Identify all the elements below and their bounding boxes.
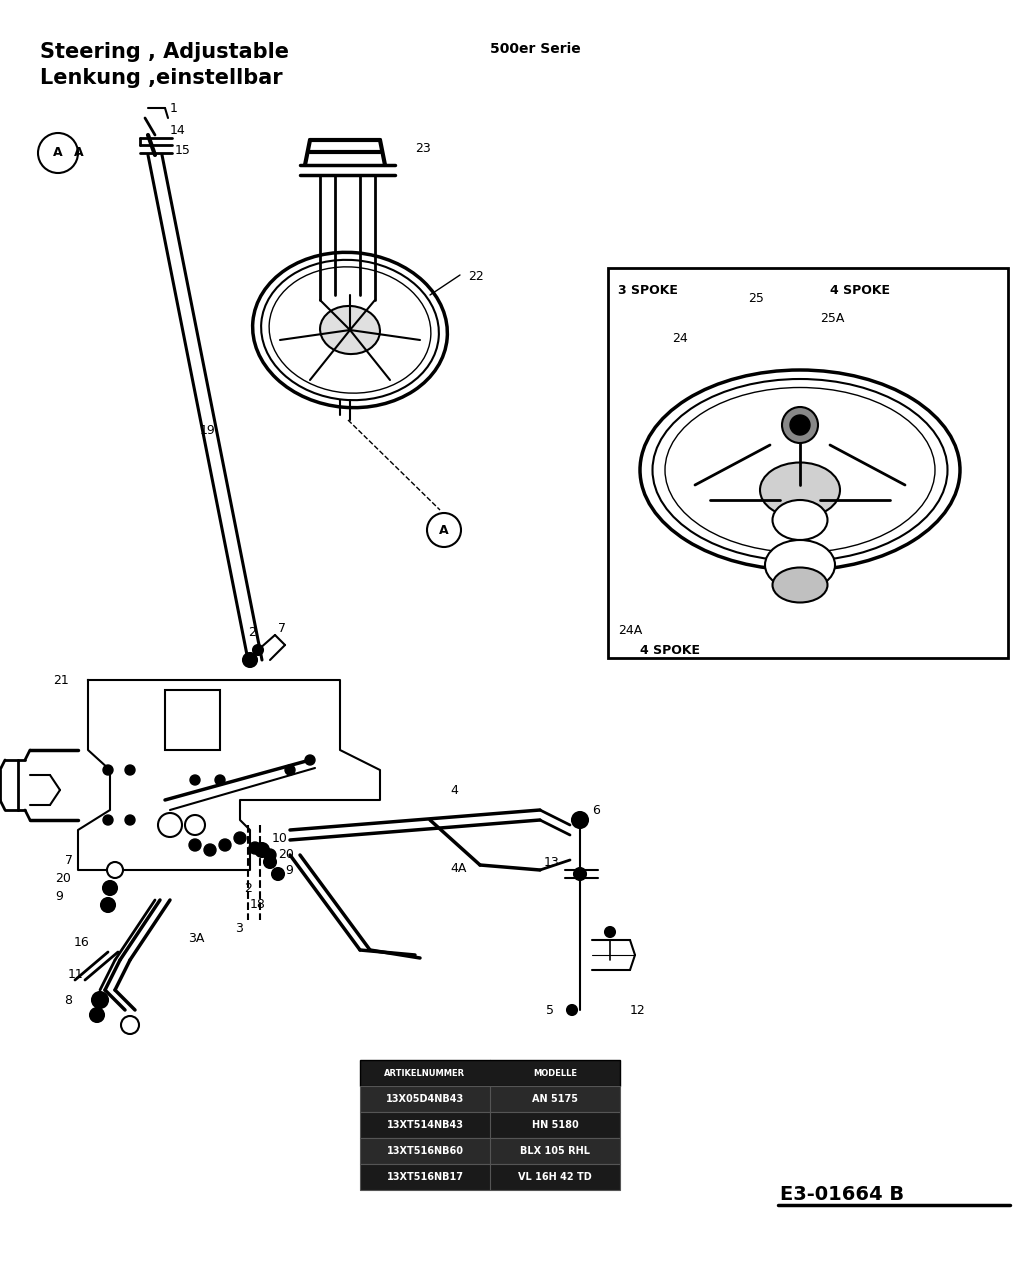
Circle shape (103, 765, 112, 775)
Text: 7: 7 (65, 853, 73, 866)
Bar (608, 269, 1008, 657)
Text: A: A (74, 147, 84, 160)
Circle shape (189, 839, 201, 851)
Text: 3A: 3A (188, 931, 204, 944)
Text: A: A (54, 147, 63, 160)
Text: 9: 9 (285, 863, 293, 876)
Circle shape (605, 927, 615, 938)
Text: 11: 11 (68, 968, 84, 981)
Text: A: A (440, 523, 449, 536)
Circle shape (90, 1008, 104, 1022)
Text: 4A: 4A (450, 862, 466, 875)
Circle shape (253, 645, 263, 655)
Circle shape (204, 844, 216, 856)
Text: 1: 1 (170, 101, 178, 115)
Text: VL 16H 42 TD: VL 16H 42 TD (518, 1172, 592, 1182)
Circle shape (427, 513, 461, 547)
Circle shape (791, 414, 810, 435)
Ellipse shape (765, 540, 835, 590)
Circle shape (103, 815, 112, 825)
Text: 15: 15 (175, 143, 191, 156)
Text: 10: 10 (272, 831, 288, 844)
Text: 12: 12 (630, 1004, 646, 1017)
Circle shape (572, 812, 588, 828)
Text: HN 5180: HN 5180 (531, 1120, 578, 1131)
Text: 16: 16 (74, 935, 90, 949)
Circle shape (219, 839, 231, 851)
Circle shape (125, 815, 135, 825)
Bar (360, 1164, 620, 1189)
Text: 20: 20 (278, 848, 294, 861)
Text: 4: 4 (450, 784, 458, 797)
Text: 3: 3 (235, 921, 243, 935)
Text: 5: 5 (546, 1004, 554, 1017)
Bar (165, 689, 220, 749)
Text: 9: 9 (55, 889, 63, 903)
Circle shape (285, 765, 295, 775)
Text: 20: 20 (55, 871, 71, 885)
Text: 2: 2 (244, 881, 252, 894)
Circle shape (782, 407, 818, 443)
Bar (360, 1138, 620, 1164)
Circle shape (249, 842, 261, 854)
Circle shape (103, 881, 117, 895)
Circle shape (264, 849, 276, 861)
Text: 500er Serie: 500er Serie (490, 42, 581, 56)
Text: 19: 19 (200, 423, 216, 436)
Text: 13X05D4NB43: 13X05D4NB43 (386, 1094, 464, 1104)
Circle shape (92, 993, 108, 1008)
Text: 23: 23 (415, 142, 430, 155)
Text: 18: 18 (250, 898, 266, 911)
Bar (360, 1060, 620, 1086)
Circle shape (234, 833, 246, 844)
Text: 24: 24 (672, 331, 687, 344)
Text: 4 SPOKE: 4 SPOKE (640, 643, 700, 656)
Bar (360, 1086, 620, 1111)
Text: 13XT516NB60: 13XT516NB60 (387, 1146, 463, 1156)
Circle shape (107, 862, 123, 877)
Circle shape (125, 765, 135, 775)
Text: Lenkung ,einstellbar: Lenkung ,einstellbar (40, 68, 283, 88)
Circle shape (38, 133, 78, 173)
Text: 24A: 24A (618, 623, 642, 637)
Text: 13XT514NB43: 13XT514NB43 (387, 1120, 463, 1131)
Ellipse shape (773, 568, 828, 602)
Circle shape (243, 654, 257, 668)
Text: 13: 13 (544, 856, 559, 868)
Text: 14: 14 (170, 124, 186, 137)
Text: AN 5175: AN 5175 (533, 1094, 578, 1104)
Text: 25: 25 (748, 292, 764, 304)
Circle shape (272, 868, 284, 880)
Text: E3-01664 B: E3-01664 B (780, 1186, 904, 1205)
Circle shape (255, 843, 269, 857)
Text: 21: 21 (53, 674, 69, 687)
Circle shape (215, 775, 225, 785)
Text: 4 SPOKE: 4 SPOKE (830, 284, 890, 297)
Circle shape (185, 815, 205, 835)
Text: 25A: 25A (820, 312, 844, 325)
Circle shape (567, 1005, 577, 1016)
Text: Steering , Adjustable: Steering , Adjustable (40, 42, 289, 61)
Text: ARTIKELNUMMER: ARTIKELNUMMER (385, 1068, 465, 1077)
Text: 13XT516NB17: 13XT516NB17 (387, 1172, 463, 1182)
Circle shape (305, 755, 315, 765)
Ellipse shape (760, 463, 840, 518)
Circle shape (574, 868, 586, 880)
Text: 3 SPOKE: 3 SPOKE (618, 284, 678, 297)
Ellipse shape (320, 306, 380, 354)
Circle shape (101, 898, 115, 912)
Text: 6: 6 (592, 803, 600, 816)
Text: 2: 2 (248, 627, 256, 640)
Text: 7: 7 (278, 622, 286, 634)
Circle shape (121, 1016, 139, 1033)
Ellipse shape (773, 500, 828, 540)
Text: BLX 105 RHL: BLX 105 RHL (520, 1146, 590, 1156)
Text: 8: 8 (64, 994, 72, 1007)
Text: 22: 22 (467, 270, 484, 283)
Bar (360, 1111, 620, 1138)
Circle shape (264, 856, 276, 868)
Text: MODELLE: MODELLE (533, 1068, 577, 1077)
Circle shape (158, 813, 182, 836)
Circle shape (190, 775, 200, 785)
